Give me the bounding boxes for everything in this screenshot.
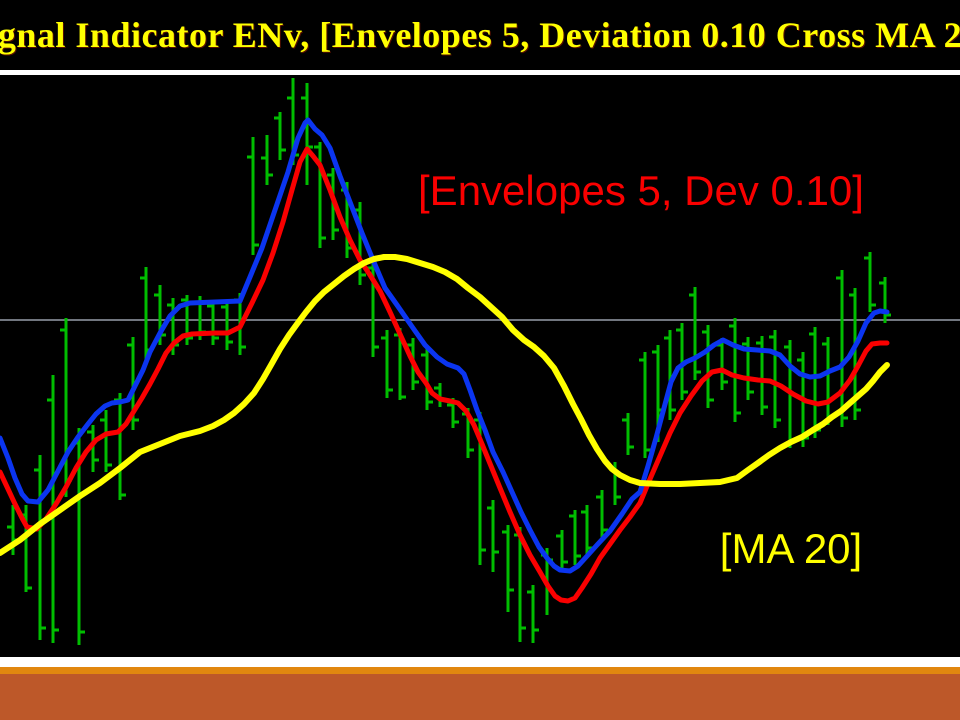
page-title: Signal Indicator ENv, [Envelopes 5, Devi… (0, 15, 960, 55)
ohlc-bar (527, 585, 539, 643)
ohlc-bar (864, 252, 876, 312)
ma20-label: [MA 20] (720, 525, 862, 572)
ohlc-bar (879, 277, 891, 323)
ohlc-bar (140, 267, 152, 360)
envelope-lower-line (0, 146, 890, 604)
footer-terracotta-band (0, 674, 960, 720)
ohlc-bar (689, 287, 701, 380)
ohlc-bar (261, 135, 273, 185)
ohlc-bar (769, 330, 781, 428)
ohlc-bar (421, 348, 433, 410)
ohlc-bar (301, 83, 313, 185)
ohlc-bar (221, 300, 233, 350)
ohlc-bar (114, 393, 126, 500)
ohlc-bar (639, 352, 651, 458)
footer-white-strip (0, 657, 960, 667)
ohlc-bar (822, 337, 834, 425)
ohlc-bar (247, 137, 259, 255)
ohlc-bar (274, 112, 286, 160)
ohlc-bar (502, 525, 514, 612)
ohlc-bar (487, 500, 499, 572)
ohlc-bar (716, 338, 728, 390)
ohlc-bar (702, 325, 714, 408)
title-divider (0, 70, 960, 75)
ohlc-bar (34, 455, 46, 640)
ohlc-bar (314, 142, 326, 248)
envelope-upper-line (0, 117, 890, 574)
ohlc-bar (381, 330, 393, 398)
ohlc-bar (100, 410, 112, 472)
ohlc-bar (622, 413, 634, 455)
price-chart-svg: [Envelopes 5, Dev 0.10] [MA 20] (0, 78, 960, 645)
footer-orange-stripe (0, 667, 960, 674)
ohlc-bar (676, 323, 688, 400)
ma20-line (0, 254, 890, 556)
ohlc-bar (556, 530, 568, 570)
ohlc-bar (60, 318, 72, 497)
ohlc-bar (207, 300, 219, 345)
ohlc-bar (596, 490, 608, 538)
ohlc-bar (664, 330, 676, 420)
ohlc-bar (809, 327, 821, 438)
title-bar: Signal Indicator ENv, [Envelopes 5, Devi… (0, 0, 960, 70)
price-chart: [Envelopes 5, Dev 0.10] [MA 20] (0, 75, 960, 657)
ohlc-bar (569, 510, 581, 565)
ohlc-bar (87, 425, 99, 472)
envelopes-label: [Envelopes 5, Dev 0.10] (418, 167, 864, 214)
ohlc-bar (836, 270, 848, 427)
ohlc-bar (729, 318, 741, 422)
